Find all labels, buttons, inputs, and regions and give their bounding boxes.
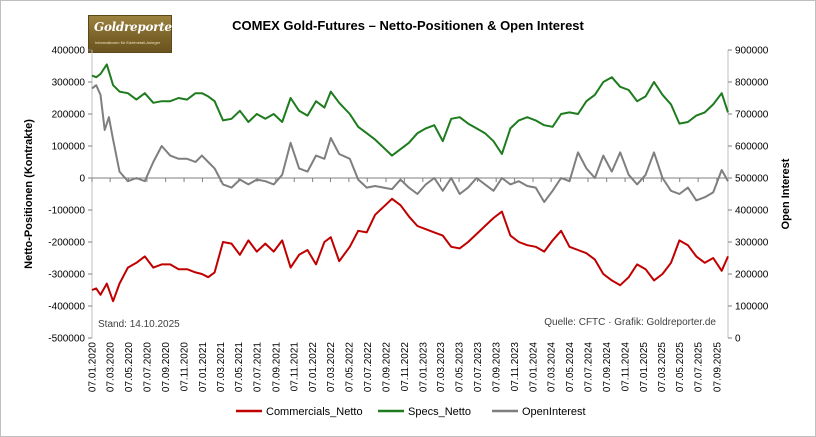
x-tick-label: 07.11.2020	[180, 342, 191, 392]
left-tick-label: -100000	[48, 206, 85, 217]
date-annotation: Stand: 14.10.2025	[98, 319, 180, 330]
logo-tagline: Informationen für Edelmetall-Anleger	[95, 40, 161, 45]
goldreporter-logo: Goldreporter Informationen für Edelmetal…	[88, 15, 178, 53]
x-tick-label: 07.09.2023	[492, 342, 503, 392]
right-axis-ticks: 900000 800000 700000 600000 500000 400000 3000…	[728, 46, 769, 345]
x-tick-label: 07.07.2021	[253, 342, 264, 392]
x-tick-label: 07.01.2025	[639, 342, 650, 392]
left-tick-label: -200000	[48, 238, 85, 249]
right-tick-label: 800000	[735, 78, 769, 89]
x-tick-label: 07.03.2022	[326, 342, 337, 392]
x-tick-label: 07.03.2020	[106, 342, 117, 392]
x-tick-label: 07.09.2022	[382, 342, 393, 392]
legend-label-specs-netto: Specs_Netto	[408, 406, 471, 418]
plot-area: 400000 300000 200000 100000 0 -100000 -200000 -…	[48, 46, 769, 393]
x-tick-label: 07.01.2020	[88, 342, 99, 392]
series-line-commercials-netto	[91, 197, 729, 303]
left-axis-title: Netto-Positionen (Kontrakte)	[23, 119, 35, 269]
logo-brand-text: Goldreporter	[94, 20, 178, 34]
left-tick-label: -500000	[48, 334, 85, 345]
x-tick-label: 07.09.2021	[271, 342, 282, 392]
x-tick-label: 07.03.2023	[436, 342, 447, 392]
legend-label-commercials-netto: Commercials_Netto	[266, 406, 363, 418]
x-axis-ticks: 07.01.2020 07.03.2020 07.05.2020 07.07.2020…	[88, 178, 723, 392]
x-tick-label: 07.11.2021	[290, 342, 301, 392]
x-tick-label: 07.01.2024	[529, 342, 540, 392]
x-tick-label: 07.05.2025	[675, 342, 686, 392]
x-tick-label: 07.07.2022	[363, 342, 374, 392]
x-tick-label: 07.07.2025	[694, 342, 705, 392]
x-tick-label: 07.07.2020	[142, 342, 153, 392]
x-tick-label: 07.07.2023	[473, 342, 484, 392]
source-annotation: Quelle: CFTC · Grafik: Goldreporter.de	[544, 317, 716, 328]
right-tick-label: 500000	[735, 174, 769, 185]
legend: Commercials_Netto Specs_Netto OpenInterest	[236, 406, 586, 418]
x-tick-label: 07.05.2021	[234, 342, 245, 392]
x-tick-label: 07.05.2024	[565, 342, 576, 392]
series-line-openinterest	[91, 84, 729, 203]
x-tick-label: 07.11.2024	[621, 342, 632, 392]
right-axis-title: Open Interest	[780, 158, 792, 229]
x-tick-label: 07.11.2022	[400, 342, 411, 392]
right-tick-label: 0	[735, 334, 741, 345]
x-tick-label: 07.05.2023	[455, 342, 466, 392]
x-tick-label: 07.09.2024	[602, 342, 613, 392]
left-tick-label: 200000	[52, 110, 86, 121]
x-tick-label: 07.01.2022	[308, 342, 319, 392]
right-tick-label: 300000	[735, 238, 769, 249]
legend-label-openinterest: OpenInterest	[522, 406, 586, 418]
x-tick-label: 07.11.2023	[510, 342, 521, 392]
left-tick-label: 300000	[52, 78, 86, 89]
series-line-specs-netto	[91, 63, 729, 157]
x-tick-label: 07.01.2021	[198, 342, 209, 392]
left-tick-label: -300000	[48, 270, 85, 281]
chart-title: COMEX Gold-Futures – Netto-Positionen & …	[232, 18, 584, 33]
x-tick-label: 07.05.2022	[344, 342, 355, 392]
right-tick-label: 100000	[735, 302, 769, 313]
left-tick-label: 0	[79, 174, 85, 185]
left-axis-ticks: 400000 300000 200000 100000 0 -100000 -200000 -…	[48, 46, 92, 345]
x-tick-label: 07.09.2020	[161, 342, 172, 392]
x-tick-label: 07.09.2025	[712, 342, 723, 392]
left-tick-label: -400000	[48, 302, 85, 313]
x-tick-label: 07.05.2020	[124, 342, 135, 392]
x-tick-label: 07.01.2023	[418, 342, 429, 392]
x-tick-label: 07.03.2025	[657, 342, 668, 392]
right-tick-label: 200000	[735, 270, 769, 281]
left-tick-label: 400000	[52, 46, 86, 57]
left-tick-label: 100000	[52, 142, 86, 153]
series-layer	[91, 63, 729, 303]
right-tick-label: 600000	[735, 142, 769, 153]
right-tick-label: 400000	[735, 206, 769, 217]
right-tick-label: 700000	[735, 110, 769, 121]
x-tick-label: 07.07.2024	[583, 342, 594, 392]
x-tick-label: 07.03.2021	[216, 342, 227, 392]
right-tick-label: 900000	[735, 46, 769, 57]
x-tick-label: 07.03.2024	[547, 342, 558, 392]
